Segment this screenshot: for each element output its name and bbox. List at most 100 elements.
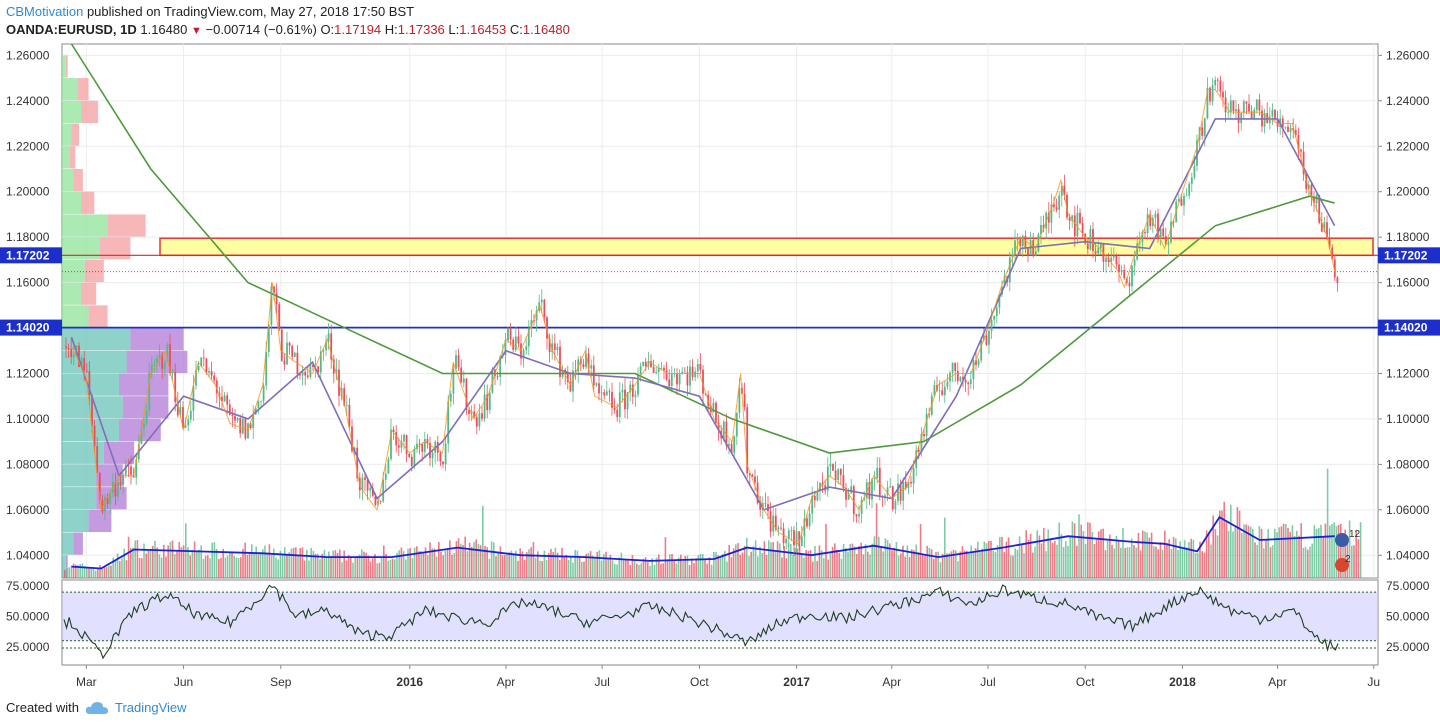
candle-body bbox=[278, 304, 281, 330]
volume-bar bbox=[363, 551, 365, 578]
volume-bar bbox=[475, 539, 477, 578]
volume-bar bbox=[464, 536, 466, 578]
candle-body bbox=[689, 366, 691, 386]
volume-bar bbox=[1344, 529, 1346, 578]
volume-bar bbox=[1032, 552, 1034, 578]
candle-body bbox=[608, 391, 611, 393]
zone-badge-left-bg bbox=[0, 247, 62, 264]
candle-body bbox=[631, 384, 634, 397]
candle-body bbox=[1313, 196, 1315, 204]
low-value: 1.16453 bbox=[459, 22, 507, 37]
volume-bar bbox=[847, 551, 849, 578]
volume-bar bbox=[178, 542, 180, 578]
volume-bar bbox=[552, 551, 554, 578]
volume-bar bbox=[882, 551, 884, 578]
candle-body bbox=[933, 385, 936, 396]
volume-bar bbox=[548, 553, 550, 578]
volume-bar bbox=[303, 560, 306, 578]
profile-bar-down bbox=[73, 168, 83, 192]
volume-bar bbox=[466, 551, 469, 578]
volume-bar bbox=[411, 558, 414, 578]
volume-bar bbox=[1322, 537, 1324, 578]
candle-body bbox=[1211, 85, 1214, 102]
rsi-band bbox=[62, 592, 1378, 641]
volume-bar bbox=[1122, 528, 1124, 578]
symbol-label[interactable]: OANDA:EURUSD, 1D bbox=[6, 22, 137, 37]
profile-bar-up bbox=[62, 464, 97, 487]
candle-body bbox=[553, 343, 556, 351]
volume-bar bbox=[290, 548, 293, 578]
candle-body bbox=[1214, 79, 1217, 86]
volume-bar bbox=[482, 505, 484, 578]
tradingview-link[interactable]: TradingView bbox=[114, 700, 187, 715]
volume-bar bbox=[422, 553, 425, 578]
candle-body bbox=[1331, 247, 1334, 260]
volume-bar bbox=[803, 557, 805, 578]
volume-bar bbox=[779, 543, 781, 578]
candle-body bbox=[644, 361, 647, 367]
volume-bar bbox=[556, 552, 559, 578]
volume-bar bbox=[713, 551, 715, 578]
candle-body bbox=[1021, 235, 1024, 246]
time-tick-label: Jul bbox=[980, 675, 995, 689]
volume-bar bbox=[77, 564, 79, 578]
candle-body bbox=[1193, 165, 1196, 178]
volume-bar bbox=[702, 554, 704, 578]
volume-bar bbox=[851, 543, 854, 578]
candle-body bbox=[754, 476, 756, 483]
volume-bar bbox=[341, 562, 343, 578]
volume-bar bbox=[1144, 531, 1146, 578]
volume-bar bbox=[946, 553, 948, 578]
volume-bar bbox=[570, 556, 572, 578]
candle-body bbox=[626, 392, 629, 410]
volume-bar bbox=[1113, 548, 1115, 578]
volume-bar bbox=[1243, 524, 1245, 578]
volume-bar bbox=[812, 561, 814, 578]
volume-bar bbox=[372, 558, 374, 578]
volume-bar bbox=[1045, 551, 1047, 578]
volume-bar bbox=[1201, 551, 1203, 578]
volume-bar bbox=[328, 551, 330, 578]
volume-bar bbox=[1078, 514, 1080, 578]
volume-bar bbox=[1186, 547, 1188, 578]
volume-bar bbox=[757, 556, 759, 578]
candle-body bbox=[764, 503, 767, 505]
volume-bar bbox=[1291, 525, 1294, 578]
candle-body bbox=[1222, 91, 1224, 98]
volume-bar bbox=[768, 540, 770, 578]
candle-body bbox=[691, 366, 694, 378]
candle-body bbox=[897, 483, 899, 502]
volume-bar bbox=[816, 561, 818, 578]
volume-bar bbox=[1238, 510, 1241, 578]
candle-body bbox=[174, 372, 177, 403]
candle-body bbox=[603, 392, 606, 396]
candle-body bbox=[504, 340, 507, 355]
candle-body bbox=[1071, 215, 1074, 221]
volume-bar bbox=[171, 540, 174, 578]
candle-body bbox=[954, 362, 957, 371]
price-change: −0.00714 (−0.61%) bbox=[205, 22, 317, 37]
volume-bar bbox=[915, 544, 917, 578]
profile-bar-up bbox=[62, 282, 81, 305]
ma-fast-line bbox=[70, 118, 1336, 511]
author-name[interactable]: CBMotivation bbox=[6, 4, 84, 19]
volume-bar bbox=[301, 547, 304, 578]
candle-body bbox=[517, 336, 520, 344]
volume-bar bbox=[682, 561, 684, 578]
candle-body bbox=[694, 371, 697, 378]
volume-bar bbox=[675, 563, 678, 578]
volume-bar bbox=[1049, 538, 1052, 578]
volume-bar bbox=[636, 563, 638, 578]
volume-bar bbox=[66, 568, 68, 578]
candle-body bbox=[364, 477, 366, 480]
volume-bar bbox=[292, 547, 295, 578]
candle-body bbox=[104, 496, 106, 512]
candle-body bbox=[1123, 269, 1126, 279]
volume-bar bbox=[1190, 538, 1192, 578]
candle-body bbox=[605, 391, 608, 396]
volume-bar bbox=[499, 546, 502, 578]
open-label: O: bbox=[320, 22, 335, 37]
volume-bar bbox=[1036, 530, 1038, 578]
rsi-tick-label: 50.0000 bbox=[1386, 609, 1430, 623]
